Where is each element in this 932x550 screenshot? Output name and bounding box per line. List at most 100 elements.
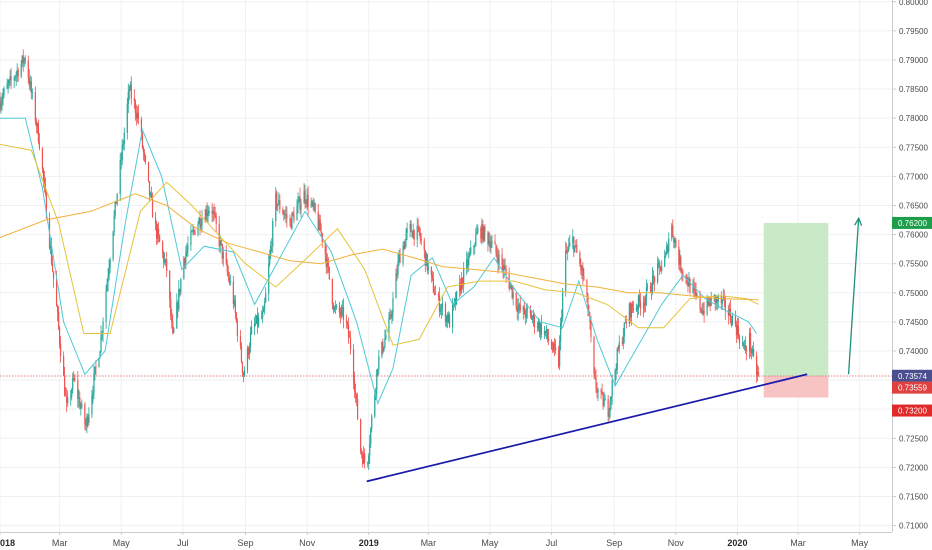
candle-body [37,123,39,143]
time-axis[interactable]: 018 Mar May Jul Sep Nov 2019 Mar May Jul Sep Nov 202… [0,532,892,550]
candle-body [678,246,680,265]
candle-body [615,369,617,371]
price-tick-label: 0.79500 [899,27,928,36]
candle-body [742,343,745,347]
candle-body [716,296,718,302]
candle-body [298,196,300,201]
candle-body [1,99,3,104]
candle-body [52,271,55,280]
projection-arrow [847,218,860,375]
candle-body [751,348,754,353]
candle-body [179,288,181,293]
candle-body [546,329,549,339]
candle-body [56,306,59,313]
candle-body [296,206,298,221]
candle-body [630,303,632,318]
candle-body [488,240,490,244]
candle-body [453,299,456,304]
candle-body [410,223,412,232]
candle-body [49,245,52,248]
candle-body [278,200,280,205]
candle-body [364,453,366,463]
candle-body [15,73,17,78]
candle-body [2,94,4,100]
candle-body [587,294,589,312]
candle-body [163,252,165,263]
candle-body [221,243,223,259]
candle-body [475,234,477,246]
candle-body [517,306,519,312]
candle-body [348,336,351,338]
candle-body [290,220,292,229]
candle-body [631,303,633,309]
candle-body [539,323,542,333]
candle-body [425,253,427,266]
candle-body [299,196,301,210]
candle-body [73,377,75,379]
candle-body [694,288,696,291]
candle-body [381,341,383,357]
candle-body [27,60,29,78]
candle-body [199,218,201,228]
candle-body [708,300,710,305]
candle-body [482,224,484,241]
candle-body [695,290,697,296]
candle-body [92,392,94,397]
candle-body [638,295,641,302]
candle-body [191,231,193,233]
candle-body [543,330,546,335]
candle-body [236,321,238,337]
candle-body [661,266,663,272]
candle-body [559,341,561,367]
candle-body [228,276,230,284]
candle-body [664,256,666,267]
candle-body [310,204,312,207]
time-tick-label: Sep [606,538,622,548]
candle-body [444,304,447,323]
candle-body [623,322,625,337]
candle-body [206,209,208,216]
candle-body [66,396,68,403]
candle-body [81,403,83,408]
candle-body [43,179,46,185]
candle-body [403,245,405,249]
candle-body [122,143,124,146]
candle-body [639,301,642,309]
candle-body [649,285,652,293]
candle-body [156,228,159,239]
candle-body [636,307,639,309]
time-tick-label: 2020 [727,538,747,548]
candle-body [328,266,330,280]
candle-body [692,286,694,293]
candle-body [497,257,499,265]
candle-body [643,303,646,306]
candle-body [106,282,108,292]
candle-body [208,210,210,214]
candle-body [57,312,60,328]
candle-body [567,249,569,252]
candle-body [489,240,491,248]
candle-body [102,321,104,333]
long-position-box[interactable] [763,222,829,398]
price-axis[interactable]: 0.80000 0.79500 0.79000 0.78500 0.78000 0.775… [892,0,932,550]
candle-body [70,396,72,398]
price-tick-label: 0.74500 [899,318,928,327]
price-tick-label: 0.76000 [899,231,928,240]
candle-body [241,361,244,373]
candle-body [378,356,380,370]
candle-body [467,259,469,266]
candle-body [72,377,74,391]
candle-body [226,263,228,273]
candle-body [420,238,422,241]
candle-body [164,259,166,263]
candle-body [85,423,87,427]
candle-body [147,161,150,182]
candle-body [176,302,178,329]
drawings[interactable] [0,216,892,483]
candle-body [349,337,352,350]
candle-body [637,295,640,309]
candle-body [86,416,88,427]
candle-body [166,259,168,272]
candle-body [430,266,432,275]
